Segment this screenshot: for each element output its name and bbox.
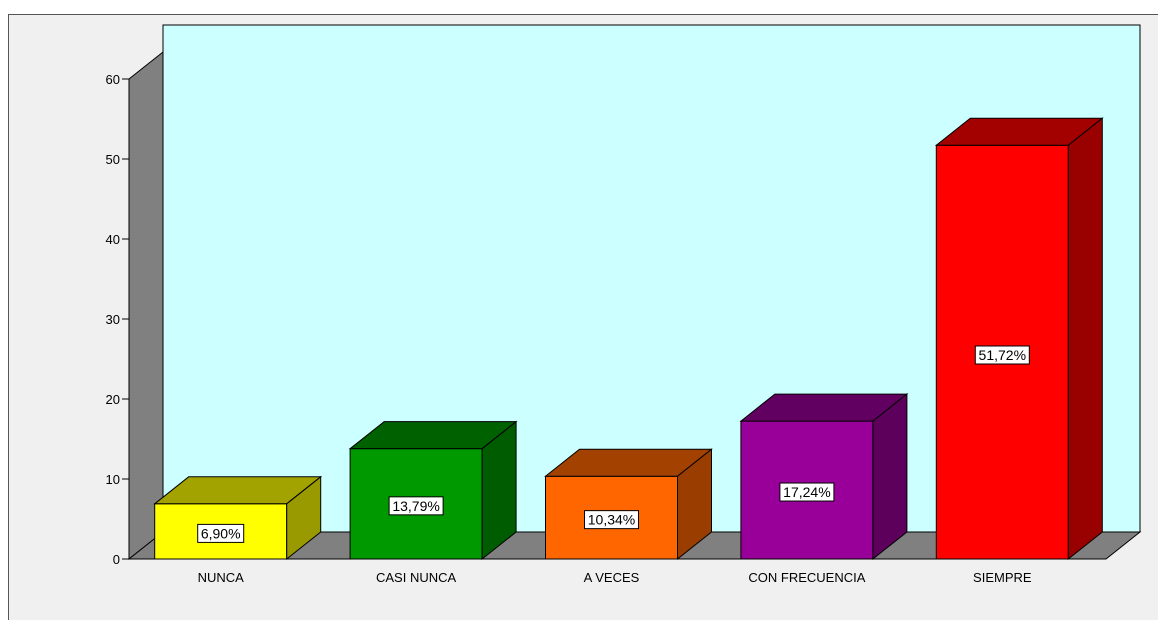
data-label-box — [388, 496, 444, 516]
x-category-label: A VECES — [584, 570, 640, 585]
y-tick-label: 20 — [106, 392, 120, 407]
x-category-label: CON FRECUENCIA — [748, 570, 865, 585]
y-tick-label: 0 — [113, 552, 120, 567]
data-label: 6,90% — [201, 525, 241, 541]
data-label-box — [779, 482, 835, 502]
data-label-box — [974, 345, 1030, 365]
bar-chart: 0 10 20 30 40 50 60 6,90% NUNCA 13,79% CASI NUNCA 1… — [106, 24, 1142, 585]
data-label: 10,34% — [588, 512, 635, 528]
data-label: 51,72% — [979, 347, 1026, 363]
data-label-box — [584, 510, 639, 530]
bar-side — [286, 475, 322, 561]
bar-side — [481, 420, 517, 561]
y-tick-label: 60 — [106, 72, 120, 87]
x-category-label: CASI NUNCA — [376, 570, 457, 585]
data-label: 17,24% — [783, 484, 830, 500]
x-category-label: SIEMPRE — [973, 570, 1032, 585]
x-category-label: NUNCA — [198, 570, 245, 585]
y-tick-label: 40 — [106, 232, 120, 247]
y-tick-label: 10 — [106, 472, 120, 487]
y-tick-label: 50 — [106, 152, 120, 167]
bar-side — [677, 448, 712, 561]
y-tick-label: 30 — [106, 312, 120, 327]
data-label: 13,79% — [392, 498, 439, 514]
bar-side — [872, 393, 908, 561]
data-label-box — [197, 523, 245, 543]
plot-left-wall — [128, 50, 164, 561]
chart-frame: 0 10 20 30 40 50 60 6,90% NUNCA 13,79% CASI NUNCA 1… — [8, 14, 1158, 620]
bar-side — [1067, 117, 1103, 561]
